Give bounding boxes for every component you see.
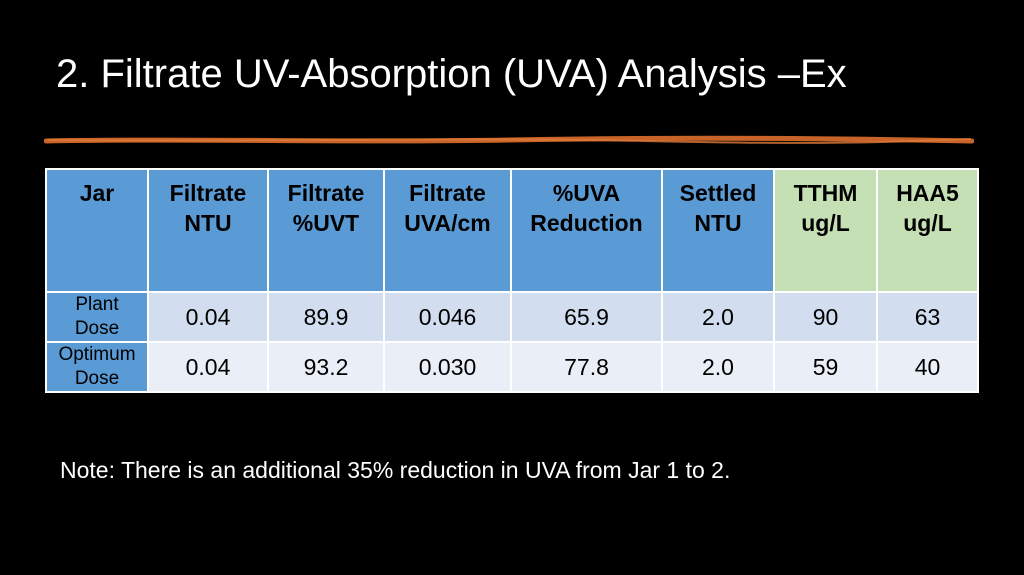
table-cell: 63 (876, 291, 979, 343)
table-cell: 77.8 (510, 341, 663, 393)
table-cell: 90 (773, 291, 878, 343)
results-table: Jar Filtrate NTU Filtrate %UVT Filtrate … (45, 168, 979, 393)
column-header-jar: Jar (45, 168, 149, 293)
column-header-haa5: HAA5 ug/L (876, 168, 979, 293)
results-table-wrapper: Jar Filtrate NTU Filtrate %UVT Filtrate … (45, 168, 979, 393)
table-cell: 89.9 (267, 291, 385, 343)
table-row-optimum-dose: Optimum Dose 0.04 93.2 0.030 77.8 2.0 59… (45, 341, 979, 393)
column-header-filtrate-uva: Filtrate UVA/cm (383, 168, 512, 293)
table-cell: 40 (876, 341, 979, 393)
row-label: Plant Dose (45, 291, 149, 343)
table-cell: 65.9 (510, 291, 663, 343)
table-cell: 0.046 (383, 291, 512, 343)
column-header-tthm: TTHM ug/L (773, 168, 878, 293)
table-row-plant-dose: Plant Dose 0.04 89.9 0.046 65.9 2.0 90 6… (45, 291, 979, 343)
table-cell: 2.0 (661, 341, 775, 393)
column-header-filtrate-uvt: Filtrate %UVT (267, 168, 385, 293)
row-label: Optimum Dose (45, 341, 149, 393)
table-cell: 59 (773, 341, 878, 393)
table-cell: 0.04 (147, 291, 269, 343)
column-header-uva-reduction: %UVA Reduction (510, 168, 663, 293)
slide-note: Note: There is an additional 35% reducti… (60, 457, 731, 483)
table-cell: 0.04 (147, 341, 269, 393)
table-header-row: Jar Filtrate NTU Filtrate %UVT Filtrate … (45, 168, 979, 293)
table-cell: 93.2 (267, 341, 385, 393)
title-underline (44, 135, 974, 144)
slide-title: 2. Filtrate UV-Absorption (UVA) Analysis… (56, 52, 847, 96)
column-header-filtrate-ntu: Filtrate NTU (147, 168, 269, 293)
table-cell: 0.030 (383, 341, 512, 393)
table-cell: 2.0 (661, 291, 775, 343)
column-header-settled-ntu: Settled NTU (661, 168, 775, 293)
